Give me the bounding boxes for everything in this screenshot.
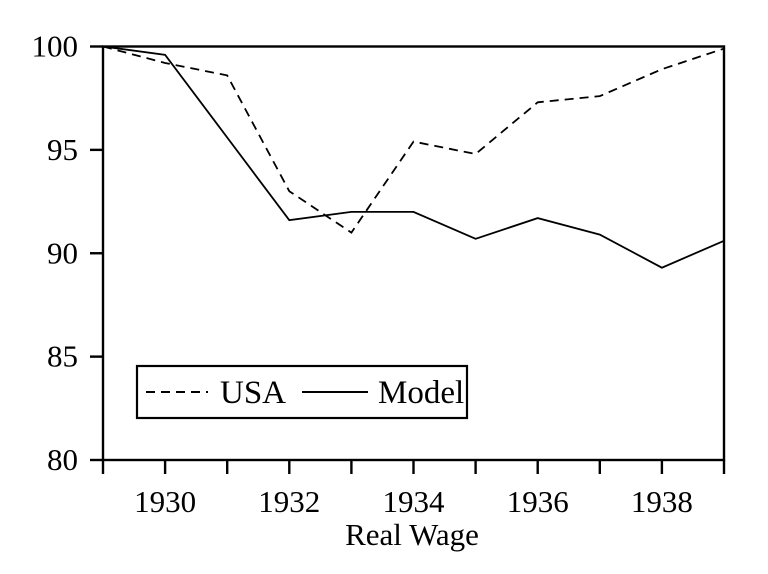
- model-line: [102, 45, 725, 269]
- y-tick-label: 80: [47, 442, 78, 477]
- legend: USA Model: [135, 364, 469, 420]
- y-axis-tick-labels: 80 85 90 95 100: [32, 29, 79, 478]
- usa-line: [102, 45, 725, 234]
- y-axis-ticks: [90, 45, 103, 462]
- legend-box: [135, 364, 469, 420]
- x-tick-label: 1938: [631, 484, 693, 519]
- y-tick-label: 95: [47, 132, 78, 167]
- y-tick-label: 100: [32, 29, 79, 64]
- x-tick-label: 1936: [507, 484, 569, 519]
- x-axis-title: Real Wage: [345, 517, 479, 552]
- x-tick-label: 1934: [383, 484, 446, 519]
- x-axis-ticks: [101, 460, 726, 474]
- series-lines: [102, 45, 725, 269]
- y-tick-label: 90: [47, 235, 78, 270]
- x-tick-label: 1930: [134, 484, 196, 519]
- legend-model-label: Model: [378, 375, 464, 411]
- x-axis-tick-labels: 1930 1932 1934 1936 1938: [134, 484, 693, 519]
- x-tick-label: 1932: [258, 484, 320, 519]
- y-tick-label: 85: [47, 339, 78, 374]
- legend-usa-label: USA: [220, 375, 286, 411]
